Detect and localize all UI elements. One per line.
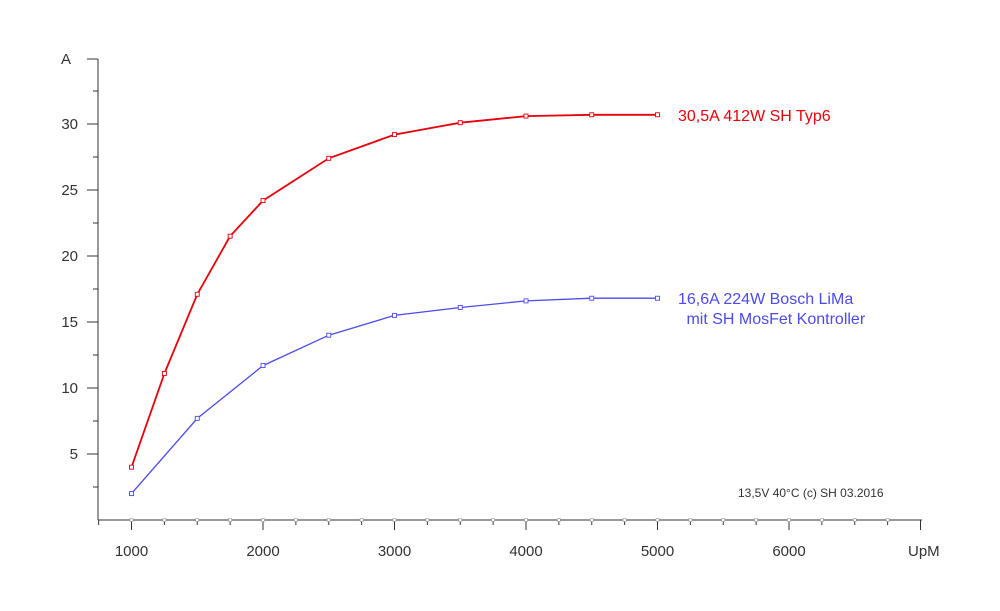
series-1-point — [523, 113, 529, 119]
x-tick-label: 2000 — [246, 543, 279, 560]
series-group — [129, 112, 660, 497]
series-2-point — [260, 363, 266, 369]
series-1-point — [129, 464, 134, 470]
series-2-point — [129, 491, 134, 497]
series-2-point — [589, 295, 595, 301]
y-tick-label: 10 — [61, 380, 78, 397]
series-1-point — [161, 371, 167, 376]
series-2-point — [457, 305, 463, 310]
x-baseline-marker — [228, 518, 232, 522]
x-baseline-marker — [721, 518, 726, 522]
x-baseline-marker — [885, 518, 890, 522]
x-tick-label: 5000 — [641, 543, 674, 560]
x-tick-label: 1000 — [115, 543, 148, 560]
x-baseline-marker — [589, 518, 594, 522]
x-baseline-marker — [261, 518, 265, 522]
x-baseline-marker — [688, 518, 693, 522]
x-tick-label: 6000 — [772, 543, 805, 560]
chart-annotation: 13,5V 40°C (c) SH 03.2016 — [738, 486, 884, 500]
series-labels: 30,5A 412W SH Typ6 16,6A 224W Bosch LiMa … — [678, 108, 866, 328]
x-baseline-marker — [162, 518, 167, 522]
series-1-point — [194, 291, 200, 297]
y-tick-label: 30 — [61, 116, 78, 133]
x-baseline-marker — [195, 518, 200, 522]
x-baseline-marker — [754, 518, 758, 522]
series-1-point — [227, 233, 233, 239]
series-2-point — [194, 415, 200, 421]
y-tick-label: 25 — [61, 182, 78, 199]
x-axis: 1000 2000 3000 4000 5000 6000 — [98, 518, 922, 560]
series-label-2-line: mit SH MosFet Kontroller — [682, 311, 866, 328]
series-label-2: 16,6A 224W Bosch LiMa mit SH MosFet Kont… — [678, 291, 866, 328]
y-axis-label: A — [61, 51, 71, 68]
x-baseline-marker — [326, 518, 331, 522]
series-label-1: 30,5A 412W SH Typ6 — [678, 108, 831, 125]
x-baseline-marker — [557, 518, 561, 522]
x-baseline-marker — [524, 518, 528, 522]
x-baseline-marker — [458, 518, 463, 522]
series-2-point — [326, 332, 332, 338]
x-baseline-marker — [425, 518, 430, 522]
series-2-point — [392, 312, 397, 318]
y-tick-label: 20 — [61, 248, 78, 265]
series-1-point — [457, 120, 463, 126]
y-tick-label: 5 — [70, 446, 78, 463]
series-line-1 — [130, 113, 658, 468]
series-1-point — [260, 198, 266, 204]
series-label-2-line: 16,6A 224W Bosch LiMa — [678, 291, 853, 308]
series-1-point — [326, 155, 332, 161]
x-tick-label: 4000 — [509, 543, 542, 560]
x-baseline-marker — [787, 518, 791, 522]
x-axis-label: UpM — [908, 543, 940, 560]
x-baseline-marker — [392, 518, 397, 522]
x-baseline-marker — [129, 518, 134, 522]
series-1-point — [392, 132, 397, 138]
x-tick-label: 3000 — [378, 543, 411, 560]
series-2-point — [523, 298, 529, 304]
series-1-point — [655, 112, 660, 118]
y-axis: 5 10 15 20 25 30 — [61, 58, 99, 520]
x-baseline-marker — [622, 518, 627, 522]
x-baseline-marker — [359, 518, 364, 522]
series-1-point — [589, 112, 595, 118]
x-baseline-marker — [294, 518, 298, 522]
x-baseline-marker — [655, 518, 660, 522]
series-2-point — [655, 295, 660, 301]
x-baseline-marker — [491, 518, 495, 522]
y-tick-label: 15 — [61, 314, 78, 331]
x-baseline-marker — [820, 518, 824, 522]
x-baseline-marker — [852, 518, 857, 522]
series-line-2 — [131, 297, 658, 495]
